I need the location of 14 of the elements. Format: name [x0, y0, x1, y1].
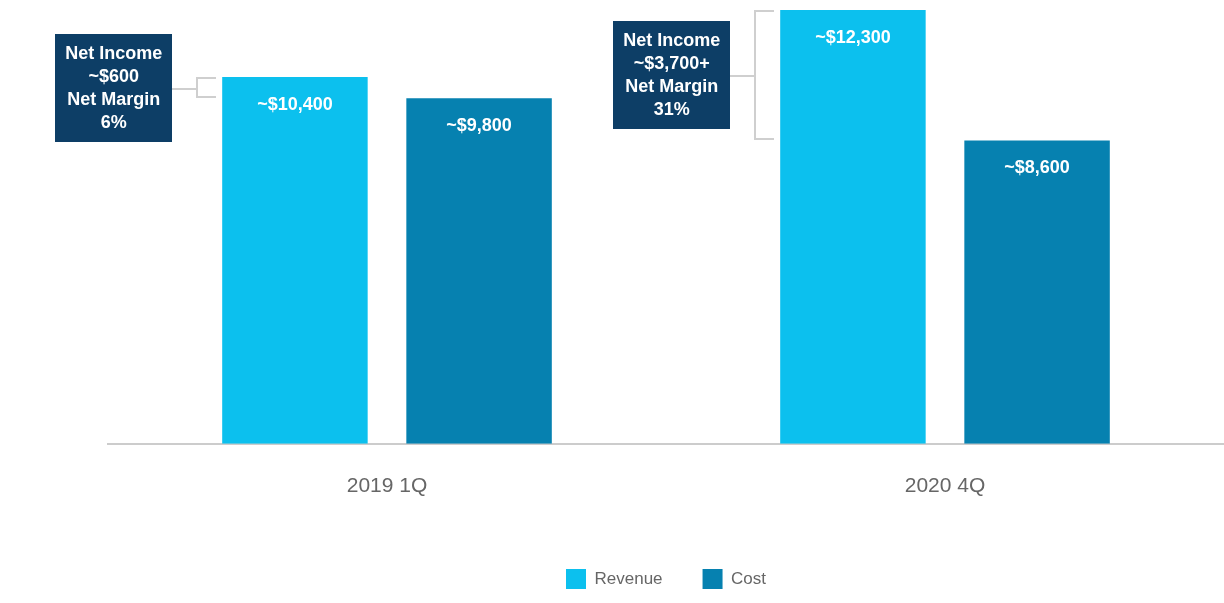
legend-label: Cost	[731, 568, 767, 588]
annotation: Net Income ~$3,700+ Net Margin 31%	[613, 21, 731, 130]
legend-label: Revenue	[594, 568, 663, 588]
data-label: ~$8,600	[1004, 157, 1070, 178]
bar	[222, 77, 368, 444]
data-label: ~$9,800	[446, 115, 512, 136]
bar	[406, 98, 552, 444]
bar	[964, 140, 1110, 444]
bar	[780, 10, 926, 444]
annotation: Net Income ~$600 Net Margin 6%	[55, 33, 173, 142]
data-label: ~$10,400	[257, 93, 333, 114]
x-tick-label: 2019 1Q	[346, 473, 428, 497]
x-tick-label: 2020 4Q	[904, 473, 986, 497]
data-label: ~$12,300	[815, 26, 891, 47]
